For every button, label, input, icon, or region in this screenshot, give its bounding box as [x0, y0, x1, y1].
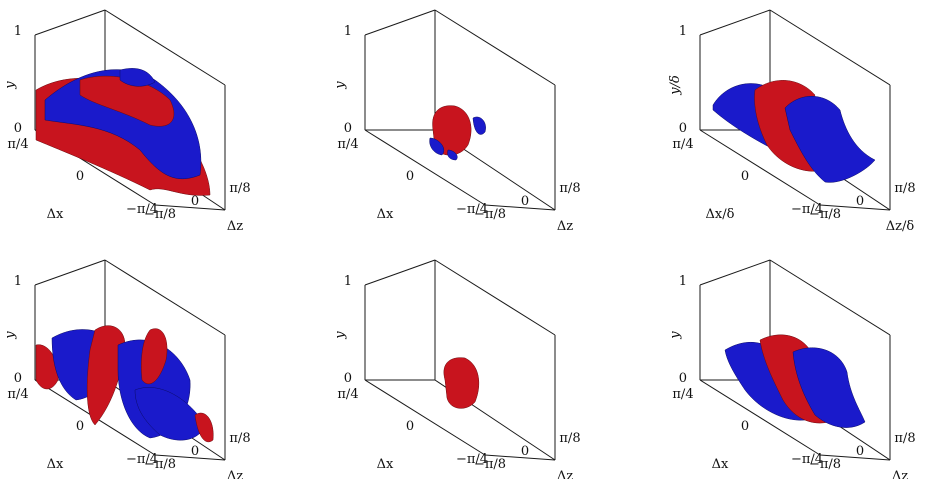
dx-tick-bottom: −π/4 — [126, 202, 158, 217]
y-label: y — [3, 81, 18, 90]
dz-label: Δz/δ — [886, 219, 915, 234]
dx-tick-mid: 0 — [76, 419, 84, 434]
panel-3: 10y/δπ/40−π/4Δx/δ −π/80π/8Δz/δ — [668, 9, 916, 234]
dz-tick-mid: 0 — [856, 194, 864, 209]
y-tick-top: 1 — [344, 274, 352, 289]
y-tick-bottom: 0 — [679, 371, 687, 386]
dx-tick-top: π/4 — [7, 137, 28, 152]
dx-tick-bottom: −π/4 — [456, 202, 488, 217]
dz-label: Δz — [227, 219, 243, 234]
negative-isosurface — [134, 387, 206, 441]
positive-isosurface — [86, 325, 126, 426]
dz-tick-right: π/8 — [229, 431, 250, 446]
negative-isosurface — [784, 96, 876, 183]
dx-tick-bottom: −π/4 — [456, 452, 488, 467]
dz-tick-mid: 0 — [856, 444, 864, 459]
dz-tick-right: π/8 — [894, 431, 915, 446]
dx-label: Δx — [47, 207, 64, 222]
dz-tick-mid: 0 — [521, 444, 529, 459]
y-tick-bottom: 0 — [344, 371, 352, 386]
y-tick-bottom: 0 — [679, 121, 687, 136]
y-tick-bottom: 0 — [14, 371, 22, 386]
dx-tick-mid: 0 — [406, 419, 414, 434]
y-label: y — [333, 331, 348, 340]
dz-tick-left: −π/8 — [809, 207, 841, 222]
dx-label: Δx — [47, 457, 64, 472]
dz-label: Δz — [557, 469, 573, 479]
dz-tick-left: −π/8 — [144, 207, 176, 222]
dx-tick-mid: 0 — [406, 169, 414, 184]
negative-isosurface — [429, 137, 445, 156]
negative-isosurface — [447, 149, 458, 161]
y-tick-top: 1 — [14, 24, 22, 39]
positive-isosurface — [35, 344, 59, 390]
negative-isosurface — [792, 347, 866, 428]
dz-tick-mid: 0 — [521, 194, 529, 209]
dz-tick-mid: 0 — [191, 444, 199, 459]
dx-tick-top: π/4 — [337, 387, 358, 402]
positive-isosurface — [141, 328, 168, 385]
y-tick-bottom: 0 — [344, 121, 352, 136]
dx-tick-mid: 0 — [741, 169, 749, 184]
dz-tick-right: π/8 — [559, 181, 580, 196]
dx-tick-mid: 0 — [76, 169, 84, 184]
y-label: y/δ — [668, 75, 683, 96]
dx-label: Δx — [712, 457, 729, 472]
dz-tick-left: −π/8 — [474, 207, 506, 222]
y-tick-top: 1 — [14, 274, 22, 289]
dx-label: Δx/δ — [706, 207, 735, 222]
dz-label: Δz — [557, 219, 573, 234]
negative-isosurface — [119, 68, 156, 87]
dz-tick-left: −π/8 — [474, 457, 506, 472]
dx-label: Δx — [377, 457, 394, 472]
positive-isosurface — [194, 412, 214, 443]
dz-tick-mid: 0 — [191, 194, 199, 209]
dx-tick-top: π/4 — [672, 137, 693, 152]
y-tick-top: 1 — [679, 274, 687, 289]
dz-tick-right: π/8 — [559, 431, 580, 446]
dz-tick-right: π/8 — [894, 181, 915, 196]
dx-tick-bottom: −π/4 — [791, 452, 823, 467]
dx-tick-bottom: −π/4 — [126, 452, 158, 467]
dx-tick-top: π/4 — [7, 387, 28, 402]
dz-label: Δz — [892, 469, 908, 479]
y-label: y — [668, 331, 683, 340]
dz-tick-left: −π/8 — [144, 457, 176, 472]
y-tick-top: 1 — [679, 24, 687, 39]
negative-isosurface — [472, 116, 486, 135]
dz-tick-left: −π/8 — [809, 457, 841, 472]
dx-tick-mid: 0 — [741, 419, 749, 434]
y-tick-top: 1 — [344, 24, 352, 39]
dx-tick-top: π/4 — [337, 137, 358, 152]
dx-tick-top: π/4 — [672, 387, 693, 402]
dz-label: Δz — [227, 469, 243, 479]
y-tick-bottom: 0 — [14, 121, 22, 136]
dz-tick-right: π/8 — [229, 181, 250, 196]
y-label: y — [333, 81, 348, 90]
positive-isosurface — [432, 105, 472, 156]
positive-isosurface — [443, 357, 480, 409]
dx-label: Δx — [377, 207, 394, 222]
dx-tick-bottom: −π/4 — [791, 202, 823, 217]
y-label: y — [3, 331, 18, 340]
